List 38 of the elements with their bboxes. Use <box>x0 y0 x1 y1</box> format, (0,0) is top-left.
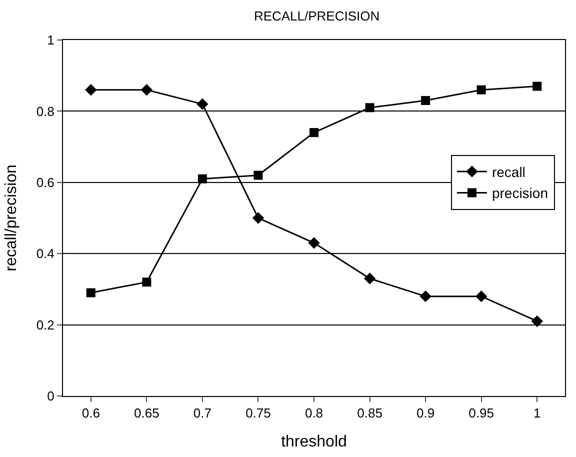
y-tick-label: 0.8 <box>36 104 54 119</box>
point <box>308 237 320 249</box>
x-tick-label: 0.7 <box>193 406 212 421</box>
point <box>421 96 430 106</box>
legend-label: recall <box>492 164 526 180</box>
y-axis-title: recall/precision <box>3 164 20 272</box>
point <box>476 85 486 94</box>
point <box>254 170 263 180</box>
point <box>531 315 543 328</box>
point <box>310 128 318 138</box>
x-axis-title: threshold <box>281 433 347 450</box>
point <box>142 278 152 287</box>
point <box>475 290 488 302</box>
x-tick-label: 0.95 <box>468 406 494 421</box>
x-tick-label: 0.8 <box>304 406 324 421</box>
point <box>420 290 432 302</box>
x-tick-label: 0.75 <box>246 406 271 421</box>
point <box>252 212 264 224</box>
x-tick-label: 1 <box>533 406 541 421</box>
point <box>196 98 208 110</box>
point <box>532 82 542 91</box>
chart-title: RECALL/PRECISION <box>254 8 380 24</box>
legend-label: precision <box>492 185 548 202</box>
x-tick-label: 0.85 <box>357 406 382 421</box>
y-tick-label: 0.6 <box>36 174 54 190</box>
x-tick-label: 0.9 <box>416 406 435 421</box>
y-tick-label: 1 <box>47 32 54 48</box>
point <box>365 103 374 112</box>
x-tick-label: 0.6 <box>82 406 100 421</box>
point <box>198 174 207 184</box>
y-tick-label: 0 <box>47 388 54 404</box>
point <box>364 272 376 284</box>
y-tick-label: 0.2 <box>36 317 54 332</box>
x-tick-label: 0.65 <box>134 406 160 421</box>
point <box>85 84 97 96</box>
point <box>140 84 153 96</box>
point <box>86 288 96 298</box>
y-tick-label: 0.4 <box>36 246 54 262</box>
